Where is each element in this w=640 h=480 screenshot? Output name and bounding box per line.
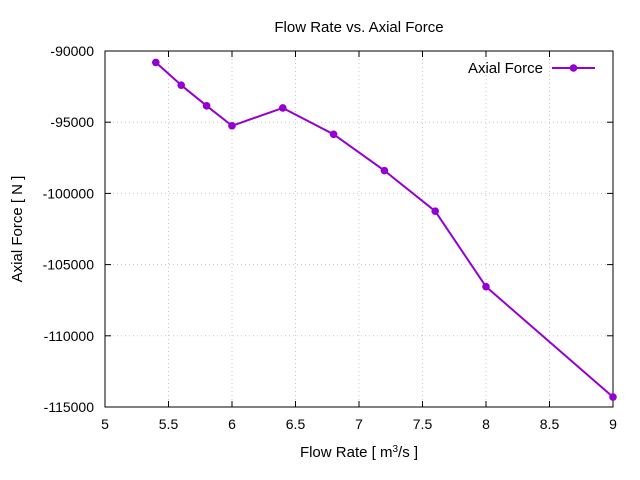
x-tick-label: 8.5: [540, 416, 560, 432]
chart-title: Flow Rate vs. Axial Force: [274, 19, 443, 36]
data-point: [152, 58, 160, 67]
data-point: [228, 121, 236, 130]
x-tick-label: 5: [101, 416, 109, 432]
legend-marker: [569, 64, 578, 72]
y-axis-title: Axial Force [ N ]: [9, 176, 26, 283]
y-tick-label: -90000: [50, 43, 94, 59]
x-tick-label: 5.5: [159, 416, 179, 432]
x-tick-label: 6: [228, 416, 236, 432]
x-axis-title: Flow Rate [ m3/s ]: [300, 444, 418, 462]
y-tick-label: -105000: [43, 257, 95, 273]
legend: Axial Force: [468, 60, 595, 77]
data-point: [380, 166, 389, 175]
data-point: [482, 282, 490, 291]
x-tick-label: 9: [609, 416, 617, 432]
y-tick-labels: -90000 -95000 -100000 -105000 -110000 -115000: [43, 43, 95, 415]
x-axis-title-suffix: /s ]: [398, 444, 418, 461]
series-line: [155, 61, 614, 398]
data-point: [431, 207, 440, 215]
data-point: [279, 104, 287, 112]
plot-frame: [104, 50, 614, 408]
y-tick-label: -95000: [50, 114, 94, 130]
y-tick-label: -110000: [44, 328, 95, 344]
grid: [105, 51, 613, 407]
data-point: [329, 130, 338, 139]
x-tick-label: 7: [355, 416, 363, 432]
series-layer: [152, 58, 617, 401]
axis-ticks: [104, 50, 614, 408]
data-point: [609, 393, 617, 401]
legend-label: Axial Force: [468, 60, 543, 77]
y-tick-label: -100000: [43, 185, 95, 201]
x-tick-label: 7.5: [413, 416, 433, 432]
x-tick-label: 6.5: [286, 416, 306, 432]
data-point: [202, 102, 211, 110]
x-tick-labels: 5 5.5 6 6.5 7 7.5 8 8.5 9: [101, 416, 617, 432]
x-axis-title-prefix: Flow Rate [ m: [300, 444, 393, 461]
data-point: [177, 81, 185, 89]
x-tick-label: 8: [482, 416, 490, 432]
x-axis-title-sup: 3: [392, 444, 398, 455]
y-tick-label: -115000: [44, 399, 95, 415]
